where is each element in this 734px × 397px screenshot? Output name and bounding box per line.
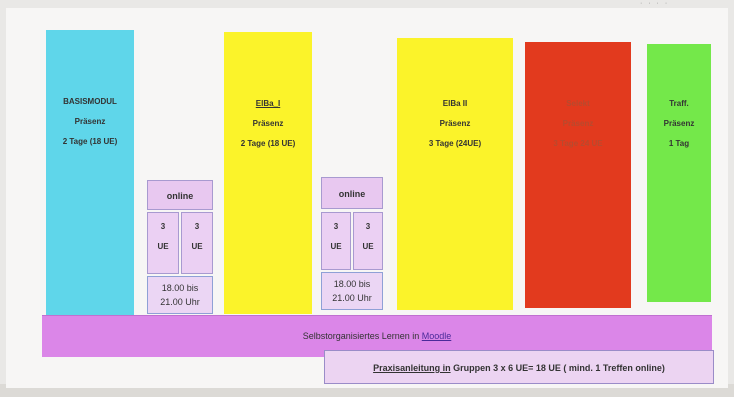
ue-left: 3 UE — [147, 212, 179, 274]
online-head: online — [321, 177, 383, 209]
column-elba-2: ElBa II Präsenz 3 Tage (24UE) — [397, 38, 513, 310]
column-traff: Traff. Präsenz 1 Tag — [647, 44, 711, 302]
column-duration: 3 Tage 24 UE — [553, 139, 603, 148]
column-duration: 2 Tage (18 UE) — [62, 137, 118, 146]
ue-right: 3 UE — [353, 212, 383, 270]
time-range: 18.00 bis 21.00 Uhr — [321, 272, 383, 310]
ue-left: 3 UE — [321, 212, 351, 270]
time-range: 18.00 bis 21.00 Uhr — [147, 276, 213, 314]
toolbar-icons: · · · · — [640, 0, 670, 7]
column-elba-1: ElBa_I Präsenz 2 Tage (18 UE) — [224, 32, 312, 314]
selbst-lernen-text: Selbstorganisiertes Lernen in — [302, 331, 422, 341]
column-subtitle: Präsenz — [439, 119, 471, 128]
praxis-prefix: Praxisanleitung in — [373, 363, 451, 373]
column-subtitle: Präsenz — [663, 119, 695, 128]
column-duration: 2 Tage (18 UE) — [240, 139, 296, 148]
column-title: Traff. — [669, 99, 689, 108]
column-title: BASISMODUL — [63, 97, 117, 106]
moodle-link[interactable]: Moodle — [421, 331, 452, 341]
column-subtitle: Präsenz — [252, 119, 284, 128]
online-head: online — [147, 180, 213, 210]
column-subtitle: Präsenz — [74, 117, 106, 126]
column-title: ElBa II — [442, 99, 468, 108]
column-title: ElBa_I — [255, 99, 281, 108]
column-selekt: Selekt Präsenz 3 Tage 24 UE — [525, 42, 631, 308]
column-basismodul: BASISMODUL Präsenz 2 Tage (18 UE) — [46, 30, 134, 318]
column-title: Selekt — [566, 99, 590, 108]
praxisanleitung-bar: Praxisanleitung in Gruppen 3 x 6 UE= 18 … — [324, 350, 714, 384]
column-duration: 3 Tage (24UE) — [428, 139, 482, 148]
column-subtitle: Präsenz — [562, 119, 594, 128]
column-duration: 1 Tag — [668, 139, 690, 148]
praxis-details: Gruppen 3 x 6 UE= 18 UE ( mind. 1 Treffe… — [450, 363, 665, 373]
ue-right: 3 UE — [181, 212, 213, 274]
